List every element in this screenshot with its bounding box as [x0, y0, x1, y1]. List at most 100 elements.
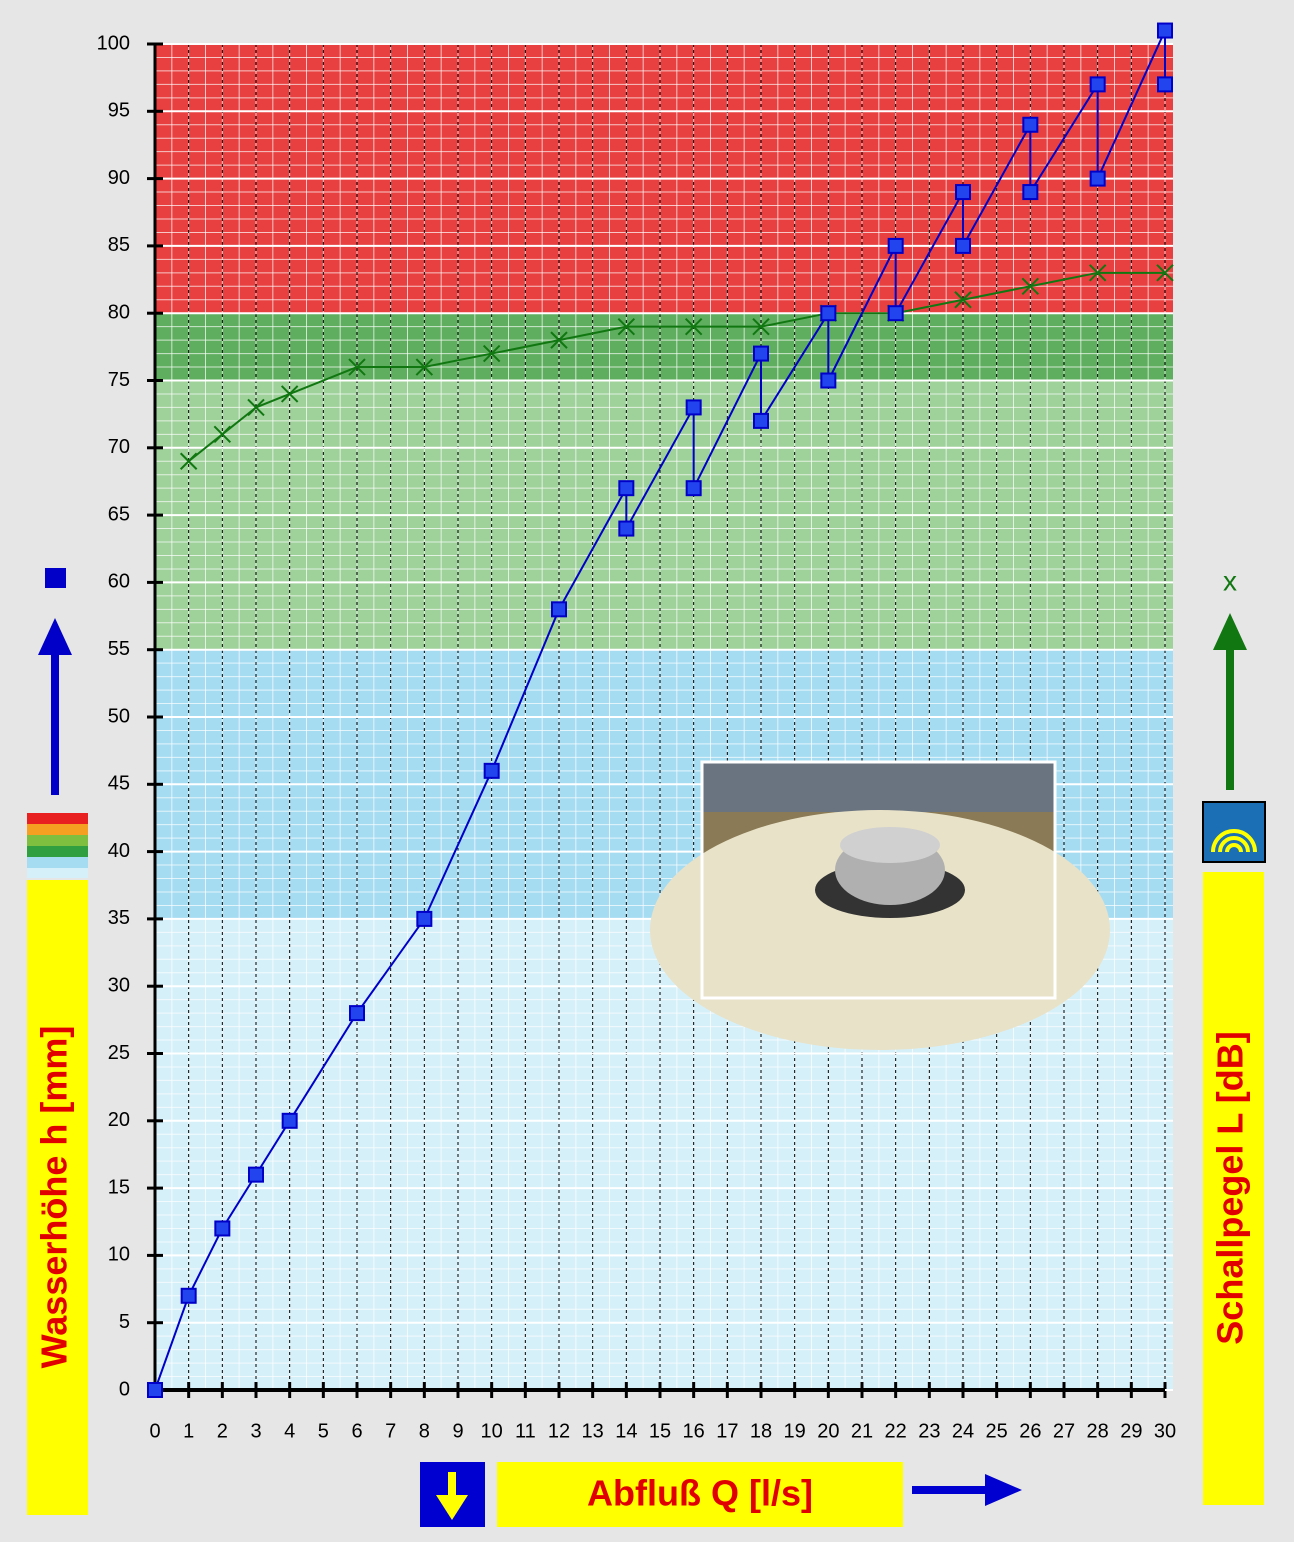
point [349, 1005, 365, 1022]
x-tick-label: 11 [515, 1420, 536, 1442]
point [247, 398, 265, 417]
point [1156, 264, 1174, 282]
x-tick-label: 28 [1087, 1420, 1109, 1442]
point [348, 358, 366, 376]
x-tick-label: 27 [1053, 1420, 1075, 1442]
x-tick-label: 30 [1154, 1420, 1176, 1442]
x-tick-label: 21 [851, 1420, 873, 1442]
point [618, 480, 635, 497]
legend-stripe [27, 846, 88, 857]
x-tick-label: 23 [918, 1420, 940, 1442]
y-tick-label: 75 [108, 369, 130, 391]
legend-stripe [27, 835, 88, 846]
photo [840, 827, 940, 863]
y-tick-label: 45 [108, 773, 130, 795]
x-tick-label: 13 [582, 1420, 604, 1442]
y2-marker-label: x [1223, 565, 1237, 596]
x-tick-label: 24 [952, 1420, 974, 1442]
y-tick-label: 55 [108, 638, 130, 660]
point [248, 1166, 264, 1183]
arrow [985, 1474, 1022, 1506]
x-tick-label: 10 [481, 1420, 503, 1442]
y-tick-label: 50 [108, 705, 130, 727]
photo [700, 760, 1057, 1000]
point [1022, 116, 1039, 133]
y-tick-label: 60 [108, 571, 130, 593]
x-tick-label: 15 [649, 1420, 671, 1442]
photo [650, 810, 1110, 1050]
photo [702, 762, 1055, 812]
point [1021, 277, 1040, 295]
point [214, 1220, 231, 1237]
y-tick-label: 20 [108, 1109, 130, 1131]
point [753, 412, 769, 429]
point [820, 372, 837, 389]
x-tick-label: 3 [250, 1420, 261, 1442]
point [684, 317, 703, 336]
x-tick-label: 17 [716, 1420, 738, 1442]
point [955, 184, 971, 201]
y-tick-label: 65 [108, 503, 130, 525]
point [685, 480, 702, 497]
label-box [497, 1462, 903, 1527]
point [820, 305, 837, 322]
x-tick-label: 29 [1120, 1420, 1142, 1442]
x-tick-label: 14 [615, 1420, 637, 1442]
x-tick-label: 8 [419, 1420, 430, 1442]
x-tick-label: 9 [452, 1420, 463, 1442]
y-tick-label: 85 [108, 234, 130, 256]
point [281, 1112, 298, 1129]
legend-stripe [27, 813, 88, 824]
x-tick-label: 1 [183, 1420, 194, 1442]
x-tick-label: 6 [351, 1420, 362, 1442]
point [617, 317, 636, 336]
point [147, 1382, 163, 1398]
x-tick-label: 26 [1019, 1420, 1041, 1442]
y-tick-label: 40 [108, 840, 130, 862]
y-tick-label: 80 [108, 301, 130, 323]
marker-icon [45, 568, 66, 588]
point [1157, 22, 1173, 39]
point [685, 399, 702, 416]
point [954, 291, 972, 309]
point [1089, 170, 1106, 187]
y-axis-label: Wasserhöhe h [mm] [34, 1026, 75, 1369]
x-tick-label: 4 [284, 1420, 295, 1442]
point [955, 237, 971, 254]
point [753, 345, 769, 362]
point [213, 425, 232, 444]
x-tick-label: 19 [784, 1420, 806, 1442]
point [280, 385, 299, 403]
point [179, 452, 198, 470]
x-tick-label: 2 [217, 1420, 228, 1442]
point [1089, 76, 1106, 93]
point [416, 910, 433, 927]
point [887, 305, 904, 322]
x-tick-label: 0 [149, 1420, 160, 1442]
x-tick-label: 20 [817, 1420, 839, 1442]
x-tick-label: 22 [885, 1420, 907, 1442]
label-box [27, 880, 88, 1515]
point [752, 317, 770, 336]
x-tick-label: 7 [385, 1420, 396, 1442]
x-tick-label: 12 [548, 1420, 570, 1442]
y-tick-label: 0 [119, 1378, 130, 1400]
y-tick-label: 25 [108, 1042, 130, 1064]
arrow [38, 618, 72, 655]
point [1022, 184, 1039, 201]
y-tick-label: 10 [108, 1244, 130, 1266]
point [483, 762, 500, 779]
photo [650, 760, 1110, 1050]
legend-stripe [27, 824, 88, 835]
y-tick-label: 100 [97, 32, 130, 54]
y-tick-label: 95 [108, 100, 130, 122]
label-box [1203, 872, 1264, 1505]
x-tick-label: 25 [986, 1420, 1008, 1442]
x-tick-label: 16 [683, 1420, 705, 1442]
x-axis-label: Abfluß Q [l/s] [587, 1473, 813, 1514]
y-tick-label: 15 [108, 1176, 130, 1198]
y-tick-label: 70 [108, 436, 130, 458]
legend-stripe [27, 868, 88, 878]
point [1088, 264, 1107, 282]
